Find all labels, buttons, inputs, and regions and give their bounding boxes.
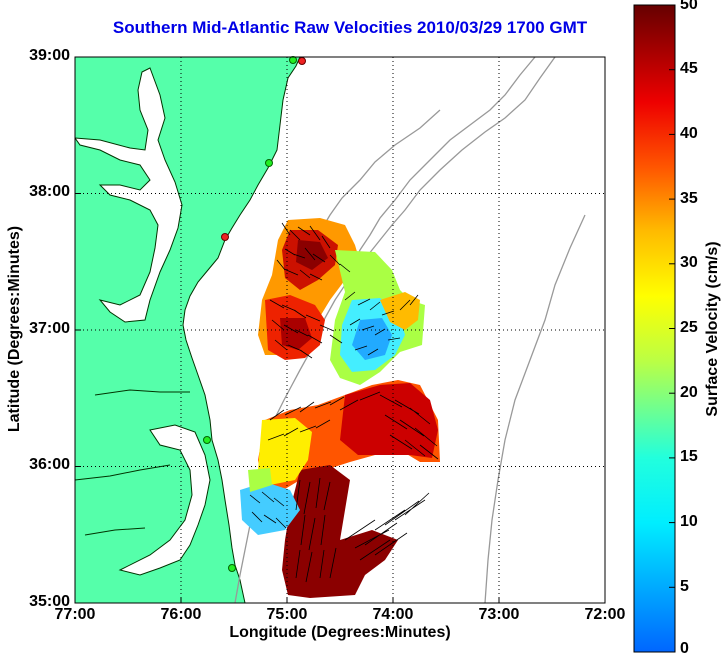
station-marker-green	[203, 436, 211, 444]
bathymetry-contour	[367, 57, 556, 256]
station-marker-green	[289, 56, 297, 64]
colorbar-tick-label: 5	[680, 578, 689, 595]
axis-ticks	[75, 193, 500, 603]
colorbar-tick-label: 45	[680, 60, 698, 77]
x-axis-label: Longitude (Degrees:Minutes)	[229, 624, 451, 641]
colorbar-tick-label: 0	[680, 640, 689, 657]
station-marker-green	[228, 564, 236, 572]
colorbar-ticks	[669, 69, 675, 588]
grid	[75, 57, 605, 603]
x-tick-label: 74:00	[372, 606, 414, 623]
x-tick-label: 73:00	[478, 606, 520, 623]
colorbar-tick-label: 20	[680, 384, 698, 401]
colorbar-label: Surface Velocity (cm/s)	[704, 241, 721, 417]
x-tick-label: 72:00	[584, 606, 626, 623]
chesapeake-bay	[75, 67, 183, 323]
map-title: Southern Mid-Atlantic Raw Velocities 201…	[112, 18, 588, 37]
colorbar-tick-label: 10	[680, 513, 698, 530]
pamlico-sound	[118, 424, 211, 576]
colorbar-tick-label: 35	[680, 190, 698, 207]
colorbar-tick-label: 25	[680, 319, 698, 336]
station-marker-red	[221, 233, 229, 241]
station-marker-green	[265, 159, 273, 167]
y-tick-label: 39:00	[29, 47, 70, 64]
bathymetry-contour	[484, 214, 586, 603]
river	[75, 389, 190, 536]
velocity-field	[240, 218, 440, 598]
y-axis-label: Latitude (Degrees:Minutes)	[6, 225, 23, 433]
colorbar-tick-label: 30	[680, 254, 698, 271]
x-tick-label: 76:00	[160, 606, 202, 623]
y-tick-label: 35:00	[29, 593, 70, 610]
x-tick-label: 75:00	[266, 606, 308, 623]
y-tick-label: 38:00	[29, 183, 70, 200]
colorbar	[633, 4, 676, 653]
colorbar-tick-label: 15	[680, 448, 698, 465]
velocity-vectors	[249, 222, 439, 583]
y-tick-label: 36:00	[29, 456, 70, 473]
y-tick-label: 37:00	[29, 320, 70, 337]
colorbar-tick-label: 40	[680, 125, 698, 142]
colorbar-tick-label: 50	[680, 0, 698, 13]
x-tick-label: 77:00	[54, 606, 96, 623]
station-marker-red	[298, 57, 306, 65]
